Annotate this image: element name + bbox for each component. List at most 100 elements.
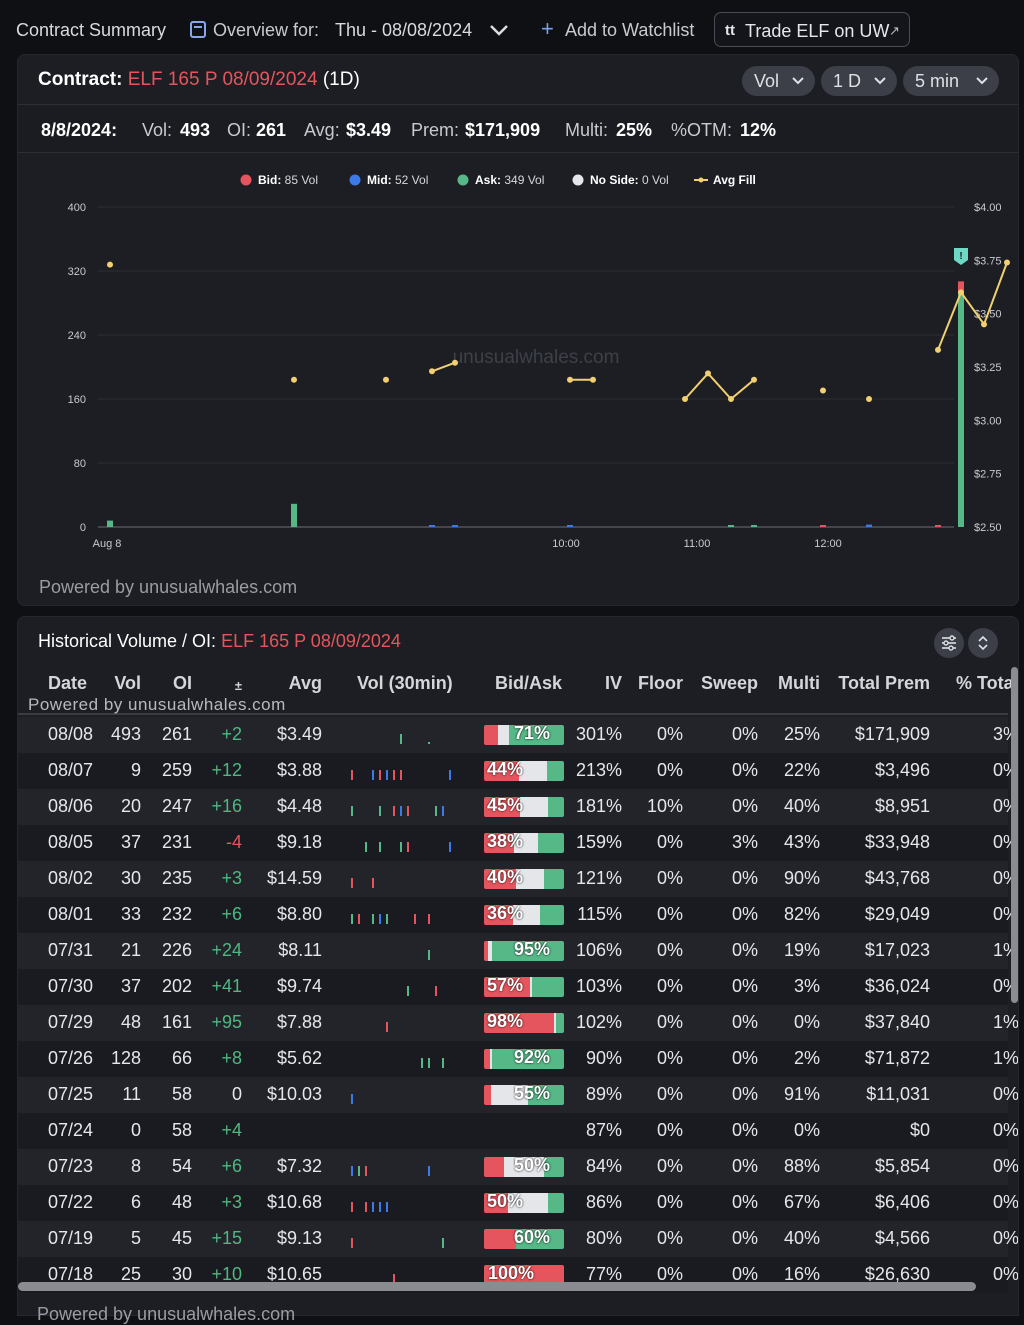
avg-fill-point bbox=[1004, 259, 1010, 266]
column-header[interactable]: % Tota bbox=[956, 673, 1014, 693]
table-row[interactable]: 08/06 20 247 +16 $4.48 45% 181% 10% 0% 40% $8,951 0… bbox=[18, 789, 1018, 825]
x-tick: 11:00 bbox=[684, 538, 711, 550]
table-row[interactable]: 07/30 37 202 +41 $9.74 57% 103% 0% 0% 3% $36,024 0% bbox=[18, 969, 1018, 1005]
bid-ask-segment-bid bbox=[484, 1157, 504, 1177]
table-row[interactable]: 07/23 8 54 +6 $7.32 50% 84% 0% 0% 88% $5,854 0% bbox=[18, 1149, 1018, 1185]
table-row[interactable]: 07/26 128 66 +8 $5.62 92% 90% 0% 0% 2% $71,872 1% bbox=[18, 1041, 1018, 1077]
vol-sparkline bbox=[351, 1202, 388, 1212]
bid-ask-label: 71% bbox=[513, 723, 550, 743]
sparkline-bar bbox=[372, 1202, 374, 1212]
cell-floor: 0% bbox=[656, 1192, 683, 1212]
y-right-tick: $3.25 bbox=[974, 362, 1002, 374]
cell-floor: 0% bbox=[656, 1084, 683, 1104]
column-header[interactable]: Vol bbox=[114, 673, 141, 693]
cell-multi: 25% bbox=[783, 724, 820, 744]
cell-vol: 33 bbox=[120, 904, 141, 924]
legend-marker bbox=[349, 174, 361, 186]
cell-chg: +4 bbox=[221, 1120, 242, 1140]
cell-floor: 0% bbox=[656, 1156, 683, 1176]
column-header[interactable]: OI bbox=[172, 673, 192, 693]
interval-dropdown[interactable]: 5 min bbox=[903, 66, 999, 96]
bid-ask-label: 44% bbox=[487, 759, 524, 779]
cell-chg: +6 bbox=[221, 904, 242, 924]
date-selector[interactable]: Thu - 08/08/2024 bbox=[335, 20, 473, 40]
sparkline-bar bbox=[386, 1022, 388, 1032]
prem-value: $171,909 bbox=[465, 120, 541, 140]
table-row[interactable]: 07/29 48 161 +95 $7.88 98% 102% 0% 0% 0% $37,840 1% bbox=[18, 1005, 1018, 1041]
cell-date: 07/31 bbox=[48, 940, 94, 960]
expand-collapse-button[interactable] bbox=[968, 628, 998, 658]
trade-on-uw-button[interactable]: tt Trade ELF on UW ↗ bbox=[714, 12, 910, 47]
cell-date: 07/24 bbox=[48, 1120, 94, 1140]
column-header[interactable]: IV bbox=[604, 673, 622, 693]
volume-chart[interactable]: 400320240160800$4.00$3.75$3.50$3.25$3.00… bbox=[18, 153, 1018, 573]
cell-iv: 181% bbox=[575, 796, 622, 816]
column-header[interactable]: Date bbox=[48, 673, 88, 693]
cell-avg: $14.59 bbox=[266, 868, 322, 888]
cell-oi: 261 bbox=[161, 724, 192, 744]
column-header[interactable]: ± bbox=[234, 678, 242, 693]
cell-oi: 226 bbox=[161, 940, 192, 960]
filter-settings-button[interactable] bbox=[934, 628, 964, 658]
bid-ask-segment-ask bbox=[492, 941, 564, 961]
y-right-tick: $4.00 bbox=[974, 202, 1002, 214]
bid-ask-label: 40% bbox=[487, 867, 524, 887]
cell-pct: 0% bbox=[993, 1264, 1019, 1284]
cell-floor: 0% bbox=[656, 1264, 683, 1284]
metric-dropdown[interactable]: Vol bbox=[742, 66, 815, 96]
table-row[interactable]: 08/02 30 235 +3 $14.59 40% 121% 0% 0% 90% $43,768 0… bbox=[18, 861, 1018, 897]
multi-label: Multi: bbox=[565, 120, 609, 140]
table-row[interactable]: 07/22 6 48 +3 $10.68 50% 86% 0% 0% 67% $6,406 0% bbox=[18, 1185, 1018, 1221]
cell-prem: $43,768 bbox=[864, 868, 930, 888]
table-row[interactable]: 07/24 0 58 +4 87% 0% 0% 0% $0 0% bbox=[18, 1113, 1018, 1149]
avg-fill-point bbox=[107, 261, 113, 268]
table-row[interactable]: 07/31 21 226 +24 $8.11 95% 106% 0% 0% 19% $17,023 1… bbox=[18, 933, 1018, 969]
bid-ask-bar bbox=[484, 1013, 564, 1033]
avg-fill-line bbox=[684, 372, 709, 400]
horizontal-scrollbar[interactable] bbox=[18, 1282, 976, 1291]
cell-date: 08/02 bbox=[48, 868, 94, 888]
column-header[interactable]: Floor bbox=[638, 673, 683, 693]
cell-multi: 40% bbox=[783, 1228, 820, 1248]
cell-date: 08/05 bbox=[48, 832, 94, 852]
table-row[interactable]: 08/01 33 232 +6 $8.80 36% 115% 0% 0% 82% $29,049 0% bbox=[18, 897, 1018, 933]
chevron-down-icon[interactable] bbox=[488, 20, 510, 40]
contract-name[interactable]: ELF 165 P 08/09/2024 bbox=[127, 69, 318, 90]
avg-fill-point bbox=[866, 396, 872, 402]
cell-multi: 88% bbox=[783, 1156, 820, 1176]
bid-ask-label: 38% bbox=[487, 831, 524, 851]
cell-iv: 115% bbox=[577, 904, 622, 924]
column-header[interactable]: Avg bbox=[288, 673, 322, 693]
sparkline-bar bbox=[449, 770, 451, 780]
avg-fill-line bbox=[983, 262, 1008, 325]
column-header[interactable]: Total Prem bbox=[838, 673, 930, 693]
sliders-icon bbox=[942, 635, 956, 651]
bid-ask-label: 50% bbox=[513, 1155, 550, 1175]
column-header[interactable]: Bid/Ask bbox=[495, 673, 563, 693]
cell-oi: 48 bbox=[171, 1192, 192, 1212]
table-row[interactable]: 08/08 493 261 +2 $3.49 71% 301% 0% 0% 25% $171,909… bbox=[18, 717, 1018, 753]
table-row[interactable]: 07/19 5 45 +15 $9.13 60% 80% 0% 0% 40% $4,566 0% bbox=[18, 1221, 1018, 1257]
cell-multi: 16% bbox=[783, 1264, 820, 1284]
range-dropdown[interactable]: 1 D bbox=[821, 66, 897, 96]
column-header[interactable]: Multi bbox=[778, 673, 820, 693]
table-row[interactable]: 08/05 37 231 -4 $9.18 38% 159% 0% 3% 43% $33,948 0% bbox=[18, 825, 1018, 861]
vertical-scrollbar[interactable] bbox=[1011, 667, 1018, 1003]
sparkline-bar bbox=[428, 742, 430, 744]
column-header[interactable]: Sweep bbox=[700, 673, 758, 693]
column-header[interactable]: Vol (30min) bbox=[357, 673, 453, 693]
cell-iv: 106% bbox=[575, 940, 622, 960]
add-watchlist-button[interactable]: Add to Watchlist bbox=[565, 20, 695, 40]
sparkline-bar bbox=[351, 878, 353, 888]
cell-iv: 77% bbox=[585, 1264, 622, 1284]
volume-bar-bid bbox=[958, 281, 964, 293]
avg-value: $3.49 bbox=[346, 120, 392, 140]
volume-bar-bid bbox=[935, 525, 941, 527]
cell-iv: 89% bbox=[585, 1084, 622, 1104]
sparkline-bar bbox=[351, 770, 353, 780]
cell-date: 08/08 bbox=[48, 724, 94, 744]
table-row[interactable]: 07/25 11 58 0 $10.03 55% 89% 0% 0% 91% $11,031 0% bbox=[18, 1077, 1018, 1113]
table-row[interactable]: 08/07 9 259 +12 $3.88 44% 213% 0% 0% 22% $3,496 0% bbox=[18, 753, 1018, 789]
bid-ask-bar bbox=[484, 833, 564, 853]
cell-pct: 1% bbox=[993, 1048, 1019, 1068]
